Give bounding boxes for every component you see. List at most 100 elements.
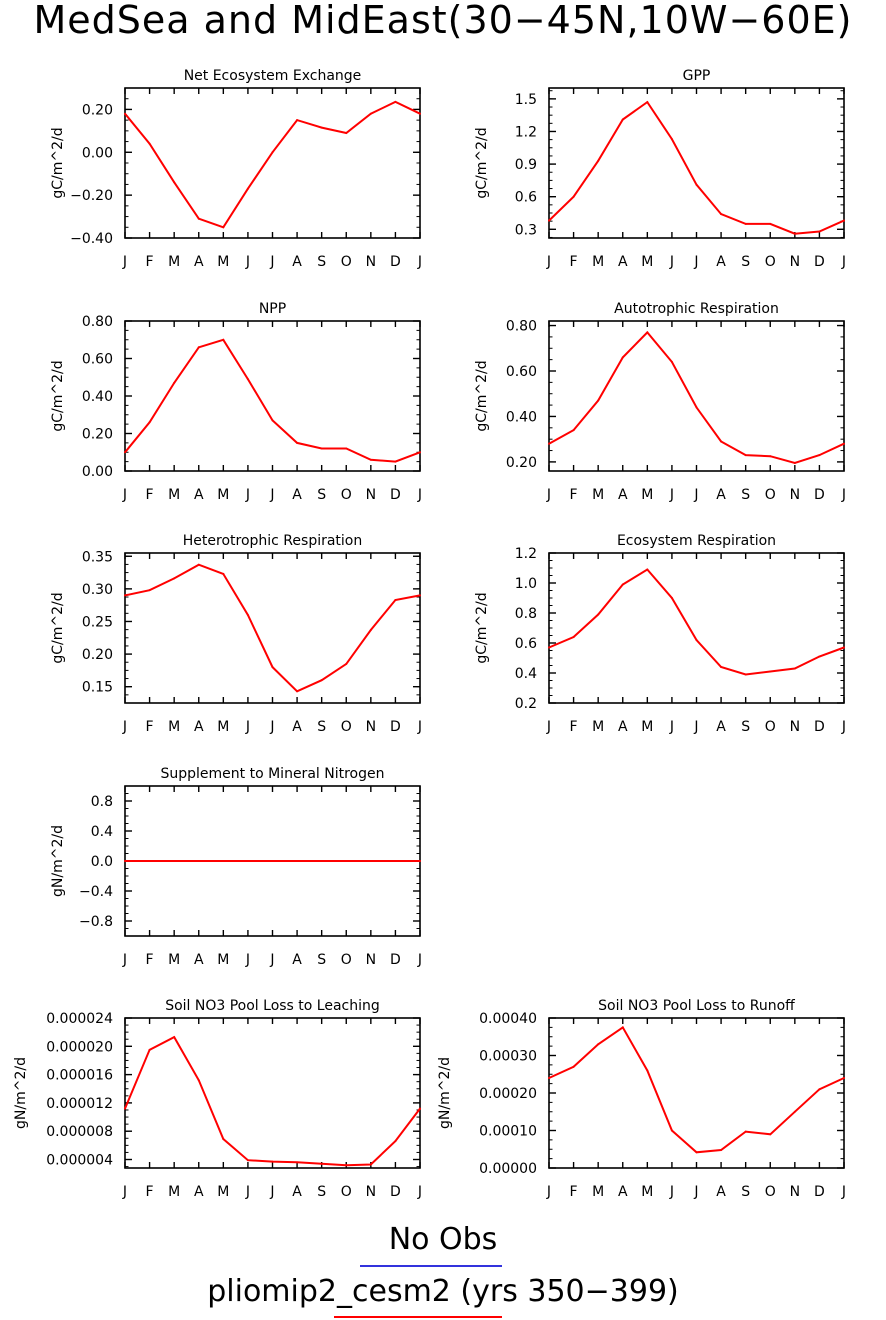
data-point: [197, 1079, 200, 1082]
x-tick-label: O: [341, 487, 352, 503]
data-point: [345, 1164, 348, 1167]
y-tick-label: 0.9: [515, 157, 537, 173]
plot-frame: [124, 552, 421, 704]
data-point: [843, 1077, 845, 1079]
data-point: [843, 219, 845, 222]
x-tick-label: J: [122, 254, 127, 270]
x-tick-label: A: [194, 1184, 204, 1200]
x-tick-label: J: [122, 487, 127, 503]
data-point: [222, 338, 225, 341]
x-tick-label: J: [546, 487, 551, 503]
data-point: [419, 860, 421, 862]
x-tick-label: A: [716, 487, 726, 503]
x-tick-label: N: [366, 254, 376, 270]
series-line: [124, 100, 421, 229]
data-point: [246, 1159, 249, 1162]
x-tick-label: A: [292, 254, 302, 270]
data-point: [222, 1137, 225, 1140]
x-tick-label: M: [641, 487, 653, 503]
x-tick-label: M: [217, 719, 229, 735]
data-point: [769, 1133, 772, 1136]
x-tick-label: F: [146, 1184, 154, 1200]
x-tick-label: M: [592, 487, 604, 503]
x-tick-label: A: [618, 719, 628, 735]
data-point: [369, 628, 372, 631]
y-tick-label: 0.000016: [46, 1068, 113, 1084]
x-tick-label: J: [269, 254, 274, 270]
y-tick-label: 0.20: [82, 102, 113, 118]
x-tick-label: D: [390, 719, 401, 735]
data-point: [572, 1065, 575, 1068]
x-tick-label: A: [292, 719, 302, 735]
y-axis-label: gC/m^2/d: [50, 592, 66, 663]
y-tick-label: −0.40: [70, 231, 113, 247]
series-line: [548, 1025, 845, 1154]
x-tick-label: M: [641, 1184, 653, 1200]
x-tick-label: M: [217, 952, 229, 968]
data-point: [695, 183, 698, 186]
data-point: [793, 232, 796, 235]
x-tick-label: J: [841, 487, 846, 503]
x-tick-label: A: [618, 254, 628, 270]
y-tick-label: 0.00040: [479, 1011, 537, 1027]
series-line: [124, 563, 421, 693]
data-point: [695, 639, 698, 641]
y-tick-label: 0.4: [91, 824, 113, 840]
x-tick-label: O: [765, 487, 776, 503]
data-point: [670, 1129, 673, 1132]
x-tick-label: M: [217, 254, 229, 270]
data-point: [695, 406, 698, 409]
data-point: [744, 1130, 747, 1133]
x-tick-label: J: [841, 719, 846, 735]
data-point: [670, 597, 673, 599]
page-title: MedSea and MidEast(30−45N,10W−60E): [33, 0, 853, 42]
y-tick-label: 0.60: [506, 364, 537, 380]
x-tick-label: F: [570, 1184, 578, 1200]
data-point: [320, 447, 323, 450]
y-tick-label: 0.00: [82, 464, 113, 480]
y-tick-label: 0.15: [82, 680, 113, 696]
data-point: [394, 1140, 397, 1143]
x-tick-label: J: [693, 719, 698, 735]
x-tick-label: A: [194, 719, 204, 735]
x-tick-label: D: [814, 487, 825, 503]
data-point: [597, 159, 600, 162]
data-point: [769, 670, 772, 673]
data-point: [148, 421, 151, 424]
data-point: [296, 1161, 299, 1164]
x-tick-label: J: [669, 254, 674, 270]
data-point: [148, 1048, 151, 1051]
plot-frame: [548, 552, 845, 704]
y-tick-label: 0.00010: [479, 1124, 537, 1140]
data-point: [271, 860, 274, 862]
data-point: [394, 460, 397, 463]
data-point: [369, 860, 372, 862]
y-tick-label: 0.0: [91, 854, 113, 870]
y-tick-label: 0.80: [506, 319, 537, 335]
data-point: [271, 1160, 274, 1163]
y-tick-label: 0.80: [82, 314, 113, 330]
series-line: [548, 568, 845, 676]
x-tick-label: S: [317, 487, 326, 503]
x-tick-label: D: [390, 1184, 401, 1200]
data-point: [173, 381, 176, 384]
data-point: [173, 860, 176, 862]
data-point: [271, 419, 274, 422]
y-tick-label: 0.000012: [46, 1096, 113, 1112]
y-tick-label: 0.20: [82, 427, 113, 443]
legend-obs-swatch: [360, 1265, 502, 1267]
data-point: [621, 118, 624, 121]
data-point: [818, 1088, 821, 1091]
data-point: [296, 119, 299, 122]
chart-title: Supplement to Mineral Nitrogen: [161, 766, 385, 782]
x-tick-label: N: [790, 487, 800, 503]
data-point: [246, 860, 249, 862]
y-tick-label: 0.2: [515, 696, 537, 712]
y-tick-label: −0.20: [70, 188, 113, 204]
data-point: [769, 455, 772, 458]
chart-panel-8: Soil NO3 Pool Loss to Leaching gN/m^2/d J F…: [13, 998, 422, 1200]
data-point: [345, 447, 348, 450]
data-point: [197, 346, 200, 349]
